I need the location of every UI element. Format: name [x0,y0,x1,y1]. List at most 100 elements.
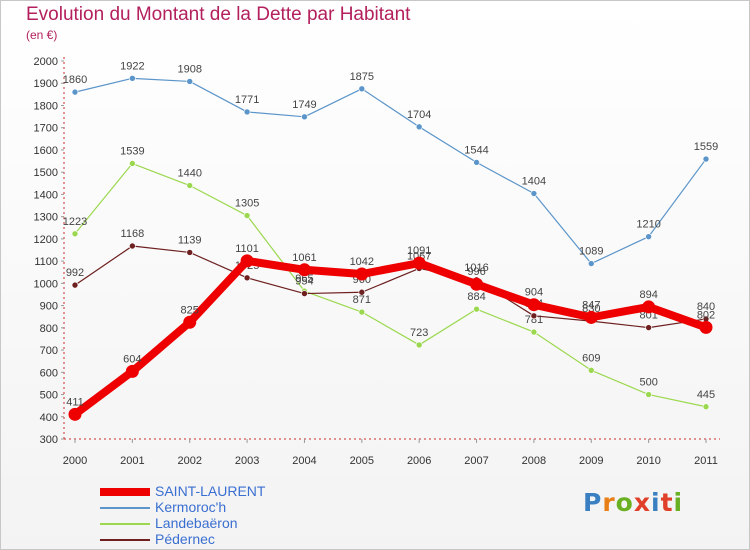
data-point-p-dernec [243,274,251,282]
y-tick-label: 1100 [34,256,58,268]
data-point-landeba-ron [645,391,652,398]
data-point-saint-laurent [584,310,598,324]
x-tick-label: 2004 [292,455,316,467]
data-label-landeba-ron: 1223 [63,216,87,228]
series-line-kermoroc-h [74,77,707,265]
data-label-kermoroc-h: 1210 [636,219,660,231]
data-point-landeba-ron [702,403,710,411]
data-point-saint-laurent [527,298,541,312]
data-label-saint-laurent: 1061 [292,252,316,264]
x-tick-label: 2005 [350,455,374,467]
data-label-p-dernec: 840 [697,301,715,313]
chart-subtitle: (en €) [26,28,58,42]
data-point-saint-laurent [68,407,82,421]
data-label-kermoroc-h: 1922 [120,60,144,72]
data-label-p-dernec: 1168 [121,228,145,240]
y-tick-label: 700 [40,345,58,357]
data-point-p-dernec [645,324,652,331]
y-tick-label: 800 [40,323,58,335]
data-label-p-dernec: 992 [66,267,84,279]
y-tick-label: 1600 [34,145,58,157]
y-tick-label: 600 [40,367,58,379]
data-point-kermoroc-h [587,260,595,267]
data-label-p-dernec: 954 [295,276,313,288]
data-point-kermoroc-h [71,88,79,96]
data-label-p-dernec: 830 [582,303,600,315]
data-point-p-dernec [186,249,194,256]
legend-label: Pédernec [155,531,215,547]
data-label-landeba-ron: 1539 [120,146,144,158]
y-tick-label: 1000 [34,278,58,290]
data-point-landeba-ron [473,305,480,313]
data-label-landeba-ron: 445 [697,389,715,401]
proxiti-logo: Proxiti [583,488,684,517]
data-label-kermoroc-h: 1704 [407,109,431,121]
data-point-landeba-ron [129,160,136,167]
data-point-landeba-ron [186,182,194,189]
data-point-landeba-ron [587,366,595,374]
data-label-saint-laurent: 904 [525,287,543,299]
data-label-landeba-ron: 781 [525,314,543,326]
data-point-kermoroc-h [645,233,652,240]
data-point-saint-laurent [412,256,426,270]
y-tick-label: 1700 [34,123,58,135]
x-tick-label: 2002 [177,455,201,467]
data-label-kermoroc-h: 1908 [177,63,201,75]
data-label-kermoroc-h: 1860 [63,74,87,86]
data-label-landeba-ron: 723 [410,327,428,339]
x-tick-label: 2006 [407,455,431,467]
data-point-p-dernec [301,290,308,297]
data-point-kermoroc-h [129,75,136,82]
data-label-saint-laurent: 604 [123,353,141,365]
data-label-saint-laurent: 802 [697,309,715,321]
x-tick-label: 2003 [235,455,259,467]
legend-label: Landebaëron [155,515,238,531]
data-point-saint-laurent [470,277,484,291]
y-tick-label: 1900 [34,78,58,90]
x-tick-label: 2001 [120,455,144,467]
legend-swatch [100,523,150,525]
series-line-landeba-ron [74,162,707,408]
data-label-kermoroc-h: 1404 [522,176,546,188]
data-point-landeba-ron [415,341,423,349]
data-label-saint-laurent: 847 [582,299,600,311]
y-tick-label: 1800 [34,100,58,112]
y-tick-label: 1500 [34,167,58,179]
data-point-landeba-ron [71,230,79,238]
legend-label: Kermoroc'h [155,499,227,515]
data-point-kermoroc-h [301,113,308,121]
x-tick-label: 2009 [579,455,603,467]
data-point-saint-laurent [355,267,369,281]
data-point-kermoroc-h [243,108,251,116]
y-tick-label: 300 [40,434,58,446]
series-line-saint-laurent [71,256,710,419]
data-point-saint-laurent [183,315,197,329]
x-tick-label: 2000 [63,455,87,467]
data-label-saint-laurent: 1091 [407,245,431,257]
data-point-p-dernec [530,312,538,320]
data-label-saint-laurent: 894 [639,289,657,301]
data-point-kermoroc-h [530,190,538,197]
data-label-saint-laurent: 1042 [350,256,374,268]
data-label-saint-laurent: 411 [66,396,84,408]
x-tick-label: 2007 [464,455,488,467]
data-point-p-dernec [71,281,79,289]
data-point-kermoroc-h [473,159,480,166]
data-label-landeba-ron: 871 [353,294,371,306]
data-point-p-dernec [358,288,366,296]
data-label-p-dernec: 1067 [407,250,431,262]
data-point-kermoroc-h [186,78,194,85]
y-tick-label: 1400 [34,189,58,201]
y-tick-label: 900 [40,301,58,313]
data-label-landeba-ron: 609 [582,352,600,364]
chart-title: Evolution du Montant de la Dette par Hab… [26,4,411,25]
data-point-landeba-ron [243,212,251,219]
data-point-landeba-ron [530,328,538,336]
data-label-kermoroc-h: 1749 [292,99,316,111]
data-label-saint-laurent: 1101 [235,243,259,255]
data-label-p-dernec: 1016 [464,262,488,274]
data-point-kermoroc-h [702,155,710,163]
data-label-kermoroc-h: 1089 [579,246,603,258]
data-label-landeba-ron: 1440 [177,168,201,180]
